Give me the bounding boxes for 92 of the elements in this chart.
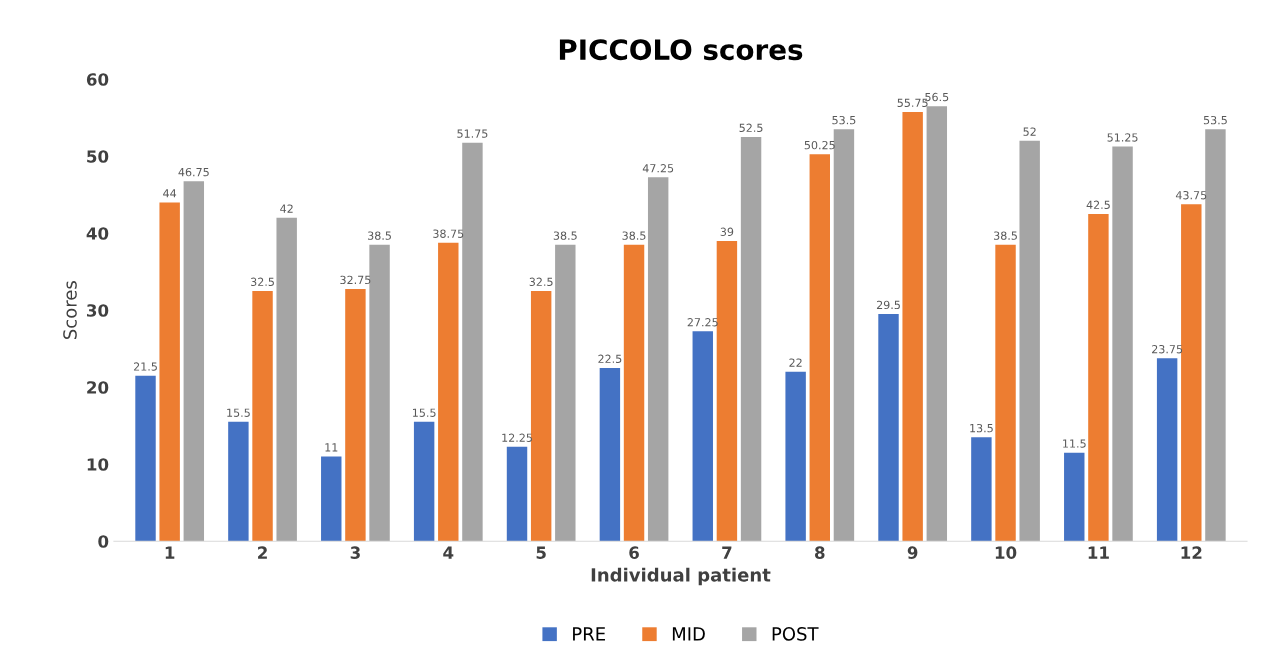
bar <box>413 421 435 542</box>
x-tick-label: 11 <box>1088 546 1109 559</box>
bar <box>740 136 762 542</box>
data-label: 32.5 <box>251 277 274 287</box>
bar <box>902 111 923 542</box>
bar <box>183 181 205 542</box>
data-label: 32.75 <box>340 275 371 285</box>
data-label: 32.5 <box>529 277 553 287</box>
x-tick-label: 8 <box>815 546 825 559</box>
data-label: 13.5 <box>970 423 993 433</box>
bar <box>159 202 180 542</box>
chart-title: PICCOLO scores <box>559 39 803 61</box>
bar <box>692 331 713 542</box>
data-label: 46.75 <box>178 167 209 177</box>
bar <box>462 142 483 542</box>
y-tick-label: 60 <box>86 73 109 86</box>
x-tick-label: 1 <box>165 546 175 559</box>
legend-label: PRE <box>573 627 605 641</box>
x-tick-label: 4 <box>443 546 454 559</box>
bar <box>878 314 899 542</box>
data-label: 38.5 <box>368 231 391 240</box>
data-label: 38.5 <box>994 231 1017 240</box>
bar <box>506 446 528 542</box>
legend-label: POST <box>772 627 819 641</box>
bar <box>833 129 855 542</box>
data-label: 43.75 <box>1175 190 1207 200</box>
data-label: 38.5 <box>553 231 577 240</box>
y-tick-label: 40 <box>86 227 109 240</box>
data-label: 52 <box>1023 127 1036 136</box>
data-label: 44 <box>163 189 177 198</box>
data-label: 51.25 <box>1107 133 1138 142</box>
bar <box>530 290 552 542</box>
bar <box>971 437 992 542</box>
data-label: 42.5 <box>1086 200 1110 210</box>
bar <box>809 154 830 542</box>
data-label: 42 <box>280 204 293 213</box>
bar <box>647 177 669 542</box>
data-label: 39 <box>720 227 734 236</box>
legend-label: MID <box>672 627 705 641</box>
bar <box>995 244 1016 542</box>
bar <box>276 217 297 542</box>
data-label: 53.5 <box>1203 115 1227 125</box>
y-tick-label: 30 <box>87 304 109 317</box>
x-tick-label: 2 <box>258 546 267 559</box>
data-label: 38.5 <box>622 231 646 240</box>
bar <box>252 290 273 542</box>
bar <box>623 244 645 542</box>
data-label: 22 <box>789 358 802 367</box>
bar <box>599 367 621 542</box>
data-label: 50.25 <box>804 140 835 150</box>
bar <box>321 456 342 542</box>
data-label: 15.5 <box>412 408 436 417</box>
data-label: 21.5 <box>133 362 157 371</box>
y-tick-label: 50 <box>87 150 109 163</box>
y-tick-label: 10 <box>87 458 109 471</box>
bar <box>1088 213 1109 542</box>
data-label: 38.75 <box>433 229 464 238</box>
bar <box>1205 129 1226 542</box>
data-label: 29.5 <box>876 300 900 310</box>
x-tick-label: 6 <box>629 546 639 559</box>
bar <box>1019 140 1040 542</box>
data-label: 52.5 <box>739 123 763 133</box>
bar <box>1064 452 1085 542</box>
y-tick-label: 20 <box>87 381 109 394</box>
bar <box>785 371 806 542</box>
x-axis-title: Individual patient <box>591 567 771 586</box>
bar <box>1181 204 1202 542</box>
y-axis-title: Scores <box>63 281 77 339</box>
bar <box>716 240 738 542</box>
data-label: 22.5 <box>598 354 622 364</box>
x-tick-label: 7 <box>722 546 732 559</box>
y-tick-label: 0 <box>98 535 109 548</box>
bar <box>135 375 156 542</box>
bar <box>1112 146 1133 542</box>
data-label: 47.25 <box>642 164 674 173</box>
x-tick-label: 10 <box>995 546 1017 559</box>
bar <box>1156 358 1178 542</box>
data-label: 15.5 <box>227 408 250 417</box>
x-tick-label: 3 <box>350 546 360 559</box>
bar <box>926 106 948 542</box>
x-tick-label: 5 <box>536 546 546 559</box>
data-label: 11.5 <box>1063 439 1086 448</box>
bar <box>438 242 459 542</box>
bar <box>555 244 576 542</box>
bar <box>228 421 249 542</box>
bar <box>369 244 390 542</box>
data-label: 11 <box>325 443 338 452</box>
data-label: 51.75 <box>457 129 488 138</box>
x-tick-label: 9 <box>907 546 918 559</box>
data-label: 53.5 <box>832 115 856 125</box>
bar <box>345 289 366 542</box>
x-tick-label: 12 <box>1181 546 1202 559</box>
